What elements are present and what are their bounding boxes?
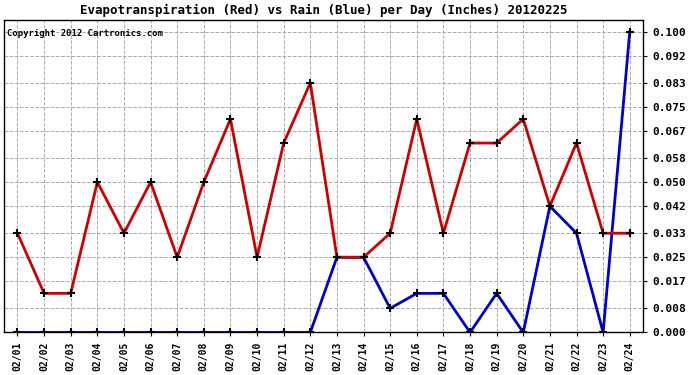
Title: Evapotranspiration (Red) vs Rain (Blue) per Day (Inches) 20120225: Evapotranspiration (Red) vs Rain (Blue) … xyxy=(80,4,567,17)
Text: Copyright 2012 Cartronics.com: Copyright 2012 Cartronics.com xyxy=(8,29,164,38)
